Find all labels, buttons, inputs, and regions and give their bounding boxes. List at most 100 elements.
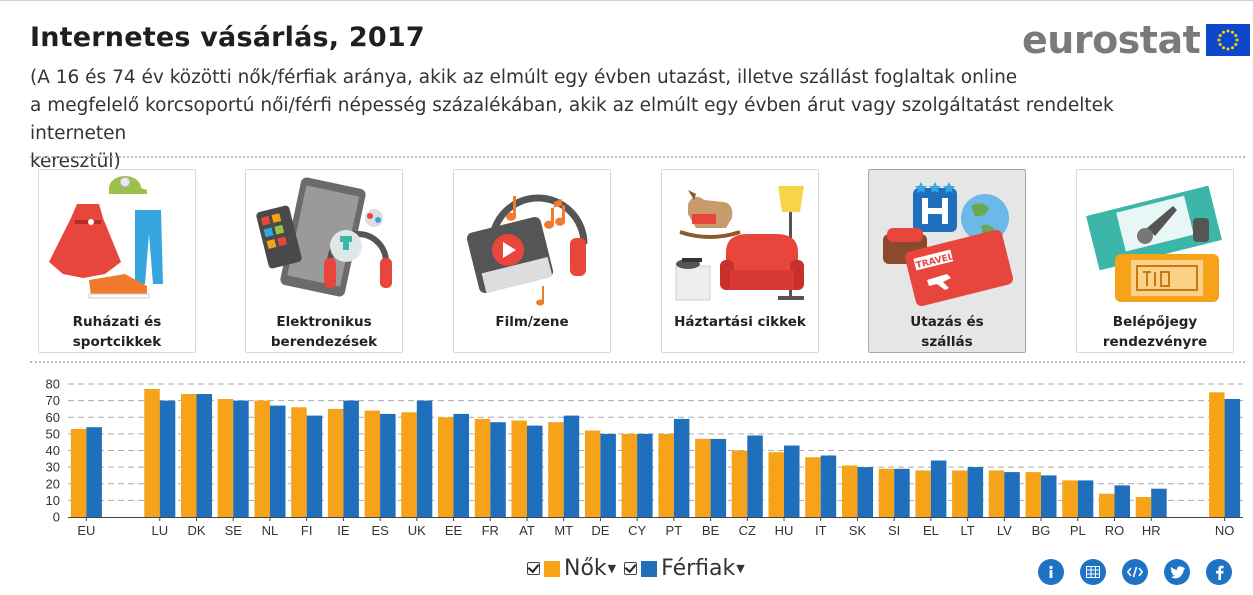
bar-men-cz[interactable]	[747, 435, 763, 518]
bar-men-si[interactable]	[894, 468, 910, 517]
x-tick-label: SE	[225, 523, 243, 538]
bar-women-pl[interactable]	[1062, 480, 1078, 517]
bar-women-lv[interactable]	[988, 470, 1005, 518]
bar-women-pt[interactable]	[658, 433, 674, 517]
info-icon[interactable]	[1038, 559, 1064, 585]
category-film-music[interactable]: Film/zene	[453, 169, 611, 353]
bar-women-at[interactable]	[511, 420, 528, 517]
bar-women-ro[interactable]	[1099, 493, 1115, 517]
bar-men-es[interactable]	[380, 413, 396, 517]
facebook-icon[interactable]	[1206, 559, 1232, 585]
bar-men-se[interactable]	[233, 400, 249, 517]
bar-men-pl[interactable]	[1077, 480, 1094, 517]
bar-women-de[interactable]	[584, 430, 601, 518]
bar-men-no[interactable]	[1224, 399, 1241, 517]
bar-men-pt[interactable]	[673, 418, 690, 517]
bar-women-lu[interactable]	[144, 389, 160, 517]
x-tick-label: PT	[666, 523, 683, 538]
legend-men-label: Férfiak	[661, 556, 736, 581]
bar-men-bg[interactable]	[1041, 475, 1057, 517]
bar-women-be[interactable]	[695, 438, 711, 517]
bar-men-lu[interactable]	[159, 400, 176, 517]
bar-men-hr[interactable]	[1151, 488, 1167, 517]
bar-men-at[interactable]	[527, 425, 543, 517]
twitter-icon[interactable]	[1164, 559, 1190, 585]
caret-down-icon[interactable]: ▼	[736, 562, 745, 575]
bar-men-mt[interactable]	[563, 415, 580, 517]
film-music-icon	[466, 194, 588, 306]
x-tick-label: MT	[554, 523, 573, 538]
bar-women-uk[interactable]	[401, 412, 417, 517]
checkbox-checked-icon[interactable]	[624, 562, 638, 575]
bar-women-es[interactable]	[364, 410, 381, 517]
legend-women[interactable]: Nők ▼	[527, 556, 616, 581]
bar-women-ee[interactable]	[438, 417, 454, 518]
separator-bottom	[30, 361, 1245, 363]
category-electronics[interactable]: Elektronikus berendezések	[245, 169, 403, 353]
category-ticket[interactable]: Belépőjegy rendezvényre	[1076, 169, 1234, 353]
caret-down-icon[interactable]: ▼	[607, 562, 617, 575]
ticket-icon	[1086, 185, 1222, 302]
bar-women-cy[interactable]	[621, 433, 638, 517]
x-tick-label: UK	[408, 523, 426, 538]
bar-women-el[interactable]	[915, 470, 931, 518]
bar-men-sk[interactable]	[857, 467, 874, 517]
legend-men[interactable]: Férfiak ▼	[624, 556, 745, 581]
bar-women-sk[interactable]	[842, 465, 858, 518]
category-household[interactable]: Háztartási cikkek	[661, 169, 819, 353]
bar-women-se[interactable]	[217, 399, 234, 517]
bar-men-it[interactable]	[820, 455, 837, 518]
bar-women-fi[interactable]	[291, 407, 307, 517]
bar-men-ee[interactable]	[453, 413, 470, 517]
y-tick-label: 30	[46, 460, 60, 475]
bar-women-eu[interactable]	[70, 428, 87, 517]
category-travel[interactable]: TRAVEL Utazás és szállás	[868, 169, 1026, 353]
table-icon[interactable]	[1080, 559, 1106, 585]
bar-women-no[interactable]	[1209, 392, 1225, 517]
bar-women-hr[interactable]	[1135, 497, 1152, 517]
checkbox-checked-icon[interactable]	[527, 562, 540, 575]
bar-men-ro[interactable]	[1114, 485, 1131, 517]
bar-women-cz[interactable]	[731, 450, 748, 518]
bar-men-lt[interactable]	[967, 467, 984, 517]
bar-men-ie[interactable]	[343, 400, 359, 517]
bar-men-de[interactable]	[600, 433, 616, 517]
bar-men-nl[interactable]	[270, 405, 286, 517]
bar-men-dk[interactable]	[196, 394, 213, 517]
bar-women-fr[interactable]	[474, 418, 491, 517]
bar-men-hu[interactable]	[784, 445, 800, 518]
embed-icon[interactable]	[1122, 559, 1148, 585]
category-clothing[interactable]: Ruházati és sportcikkek	[38, 169, 196, 353]
category-label: Film/zene	[495, 314, 569, 330]
bar-women-hu[interactable]	[768, 452, 785, 517]
bar-men-fr[interactable]	[490, 422, 506, 517]
x-tick-label: EU	[77, 523, 95, 538]
bar-women-lt[interactable]	[952, 470, 968, 518]
x-tick-label: NO	[1215, 523, 1235, 538]
bar-men-lv[interactable]	[1004, 472, 1020, 517]
bar-women-bg[interactable]	[1025, 472, 1042, 517]
x-tick-label: IT	[815, 523, 827, 538]
bar-men-eu[interactable]	[86, 427, 102, 517]
x-tick-label: IE	[337, 523, 350, 538]
category-label: Ruházati és sportcikkek	[72, 314, 162, 350]
y-tick-label: 10	[46, 493, 60, 508]
bar-men-be[interactable]	[710, 438, 727, 517]
bar-women-nl[interactable]	[254, 400, 271, 517]
bar-men-fi[interactable]	[306, 415, 323, 517]
y-tick-label: 0	[53, 510, 60, 525]
subtitle-line-1: (A 16 és 74 év közötti nők/férfiak arány…	[30, 67, 1018, 88]
bar-women-it[interactable]	[805, 457, 821, 517]
bar-men-el[interactable]	[930, 460, 947, 518]
eurostat-logo[interactable]: eurostat	[1022, 20, 1251, 60]
bar-women-si[interactable]	[878, 468, 895, 517]
legend-women-label: Nők	[564, 556, 607, 581]
bar-women-mt[interactable]	[548, 422, 564, 517]
bar-men-uk[interactable]	[416, 400, 433, 517]
bar-women-dk[interactable]	[181, 394, 197, 517]
bar-women-ie[interactable]	[327, 408, 344, 517]
household-icon	[675, 186, 804, 301]
y-tick-label: 70	[46, 393, 60, 408]
bar-men-cy[interactable]	[637, 433, 653, 517]
category-label: Belépőjegy rendezvényre	[1102, 314, 1208, 350]
